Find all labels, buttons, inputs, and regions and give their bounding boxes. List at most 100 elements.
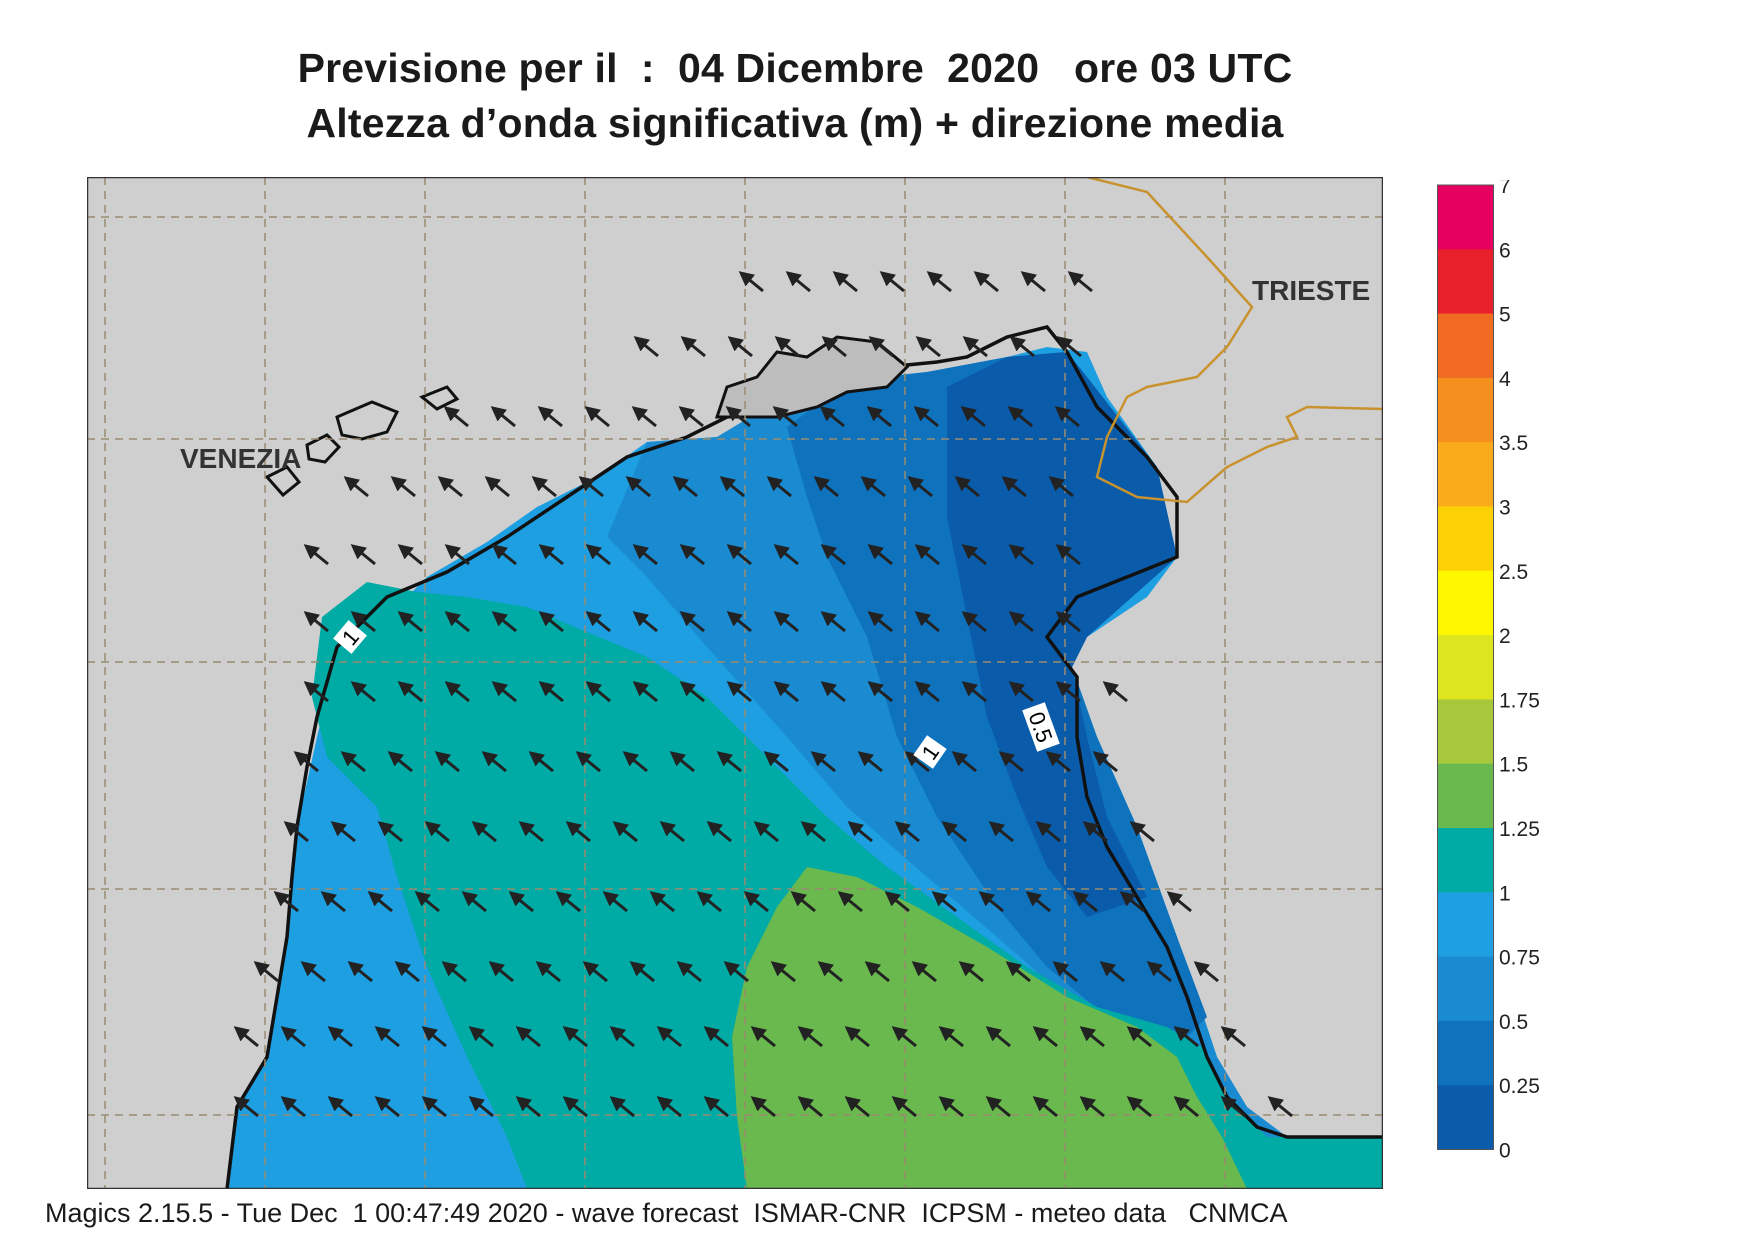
direction-arrow — [820, 681, 846, 703]
direction-arrow — [1126, 1026, 1152, 1048]
direction-arrow — [832, 271, 858, 293]
direction-arrow — [350, 544, 376, 566]
direction-arrow — [837, 891, 863, 913]
direction-arrow — [696, 891, 722, 913]
direction-arrow — [562, 1026, 588, 1048]
direction-arrow — [1102, 681, 1128, 703]
direction-arrow — [1067, 271, 1093, 293]
direction-arrow — [817, 961, 843, 983]
direction-arrow — [1007, 406, 1033, 428]
direction-arrow — [1129, 821, 1155, 843]
direction-arrow — [488, 961, 514, 983]
direction-arrow — [300, 961, 326, 983]
direction-arrow — [1054, 406, 1080, 428]
direction-arrow — [441, 961, 467, 983]
color-legend: 7 6 5 4 3.5 3 2.5 2 1.75 1.5 1.25 1 0.75 0.5 0.25 0 — [1437, 180, 1540, 1160]
border-line — [1086, 177, 1383, 504]
direction-arrow — [327, 1096, 353, 1118]
direction-arrow — [585, 544, 611, 566]
direction-arrow — [347, 961, 373, 983]
lagoon-island — [419, 385, 460, 411]
direction-arrow — [537, 406, 563, 428]
direction-arrow — [773, 544, 799, 566]
direction-arrow — [508, 891, 534, 913]
direction-arrow — [726, 544, 752, 566]
lagoon-island — [305, 433, 342, 464]
direction-arrow — [656, 1096, 682, 1118]
direction-arrow — [562, 1096, 588, 1118]
legend-tick-label: 0.25 — [1499, 1075, 1540, 1098]
direction-arrow — [844, 1096, 870, 1118]
direction-arrow — [343, 476, 369, 498]
direction-arrow — [535, 961, 561, 983]
place-label-venezia: VENEZIA — [180, 443, 301, 474]
direction-arrow — [632, 681, 658, 703]
direction-arrows — [233, 271, 1293, 1118]
direction-arrow — [844, 1026, 870, 1048]
direction-arrow — [327, 1026, 353, 1048]
direction-arrow — [602, 891, 628, 913]
direction-arrow — [753, 821, 779, 843]
direction-arrow — [1079, 1096, 1105, 1118]
legend-tick-label: 5 — [1499, 304, 1511, 327]
direction-arrow — [280, 1096, 306, 1118]
legend-tick-label: 3.5 — [1499, 432, 1528, 455]
direction-arrow — [961, 544, 987, 566]
direction-arrow — [763, 751, 789, 773]
direction-arrow — [632, 544, 658, 566]
legend-swatch — [1437, 506, 1493, 572]
direction-arrow — [810, 751, 836, 773]
legend-tick-label: 3 — [1499, 497, 1511, 520]
direction-arrow — [443, 406, 469, 428]
direction-arrow — [679, 681, 705, 703]
direction-arrow — [864, 961, 890, 983]
direction-arrow — [340, 751, 366, 773]
direction-arrow — [703, 1096, 729, 1118]
direction-arrow — [632, 611, 658, 633]
legend-swatch — [1437, 377, 1493, 443]
direction-arrow — [303, 544, 329, 566]
direction-arrow — [679, 544, 705, 566]
direction-arrow — [565, 821, 591, 843]
direction-arrow — [867, 544, 893, 566]
direction-arrow — [629, 961, 655, 983]
direction-arrow — [904, 751, 930, 773]
direction-arrow — [233, 1096, 259, 1118]
footer-credit: Magics 2.15.5 - Tue Dec 1 00:47:49 2020 … — [45, 1198, 1288, 1228]
direction-arrow — [538, 611, 564, 633]
direction-arrow — [672, 476, 698, 498]
legend-swatch — [1437, 249, 1493, 315]
legend-swatch — [1437, 956, 1493, 1022]
direction-arrow — [444, 611, 470, 633]
direction-arrow — [390, 476, 416, 498]
direction-arrow — [1005, 961, 1031, 983]
direction-arrow — [766, 476, 792, 498]
direction-arrow — [785, 271, 811, 293]
direction-arrow — [1020, 271, 1046, 293]
direction-arrow — [868, 336, 894, 358]
direction-arrow — [280, 1026, 306, 1048]
direction-arrow — [1001, 476, 1027, 498]
direction-arrow — [253, 961, 279, 983]
direction-arrow — [860, 476, 886, 498]
legend-tick-label: 1.25 — [1499, 818, 1540, 841]
direction-arrow — [1082, 821, 1108, 843]
direction-arrow — [961, 681, 987, 703]
direction-arrow — [676, 961, 702, 983]
direction-arrow — [938, 1096, 964, 1118]
direction-arrow — [723, 961, 749, 983]
legend-tick-label: 6 — [1499, 239, 1511, 262]
direction-arrow — [518, 821, 544, 843]
direction-arrow — [444, 544, 470, 566]
direction-arrow — [1008, 611, 1034, 633]
direction-arrow — [813, 476, 839, 498]
direction-arrow — [1035, 821, 1061, 843]
direction-arrow — [350, 681, 376, 703]
direction-arrow — [1056, 336, 1082, 358]
direction-arrow — [1008, 681, 1034, 703]
direction-arrow — [1009, 336, 1035, 358]
wave-map: 1 1 0.5 VENEZIA TRIESTE — [87, 177, 1383, 1189]
direction-arrow — [680, 336, 706, 358]
direction-arrow — [293, 751, 319, 773]
direction-arrow — [585, 681, 611, 703]
